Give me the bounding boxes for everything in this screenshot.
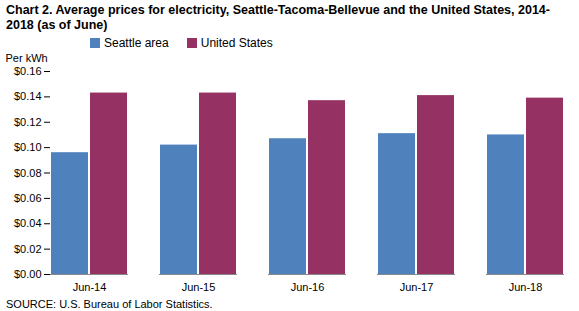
html-text:Chart 2. Average prices for el: Chart 2. Average prices for electricity,…: [6, 3, 550, 32]
html-text:United States: United States: [200, 36, 273, 50]
svg-text:Jun-18: Jun-18: [509, 281, 543, 293]
svg-text:$0.10: $0.10: [14, 141, 42, 153]
svg-text:$0.08: $0.08: [14, 167, 42, 179]
svg-text:Jun-15: Jun-15: [182, 281, 216, 293]
html-text:SOURCE: U.S. Bureau of Labor S: SOURCE: U.S. Bureau of Labor Statistics.: [6, 298, 213, 310]
svg-text:$0.00: $0.00: [14, 268, 42, 280]
html-text:Seattle area: Seattle area: [104, 36, 169, 50]
svg-text:$0.16: $0.16: [14, 65, 42, 77]
svg-text:$0.14: $0.14: [14, 90, 42, 102]
svg-text:$0.06: $0.06: [14, 192, 42, 204]
svg-text:Jun-17: Jun-17: [400, 281, 434, 293]
svg-text:Jun-14: Jun-14: [73, 281, 107, 293]
svg-text:$0.12: $0.12: [14, 116, 42, 128]
svg-text:$0.04: $0.04: [14, 217, 42, 229]
svg-text:Per kWh: Per kWh: [6, 52, 48, 64]
svg-text:$0.02: $0.02: [14, 243, 42, 255]
svg-text:Jun-16: Jun-16: [291, 281, 325, 293]
